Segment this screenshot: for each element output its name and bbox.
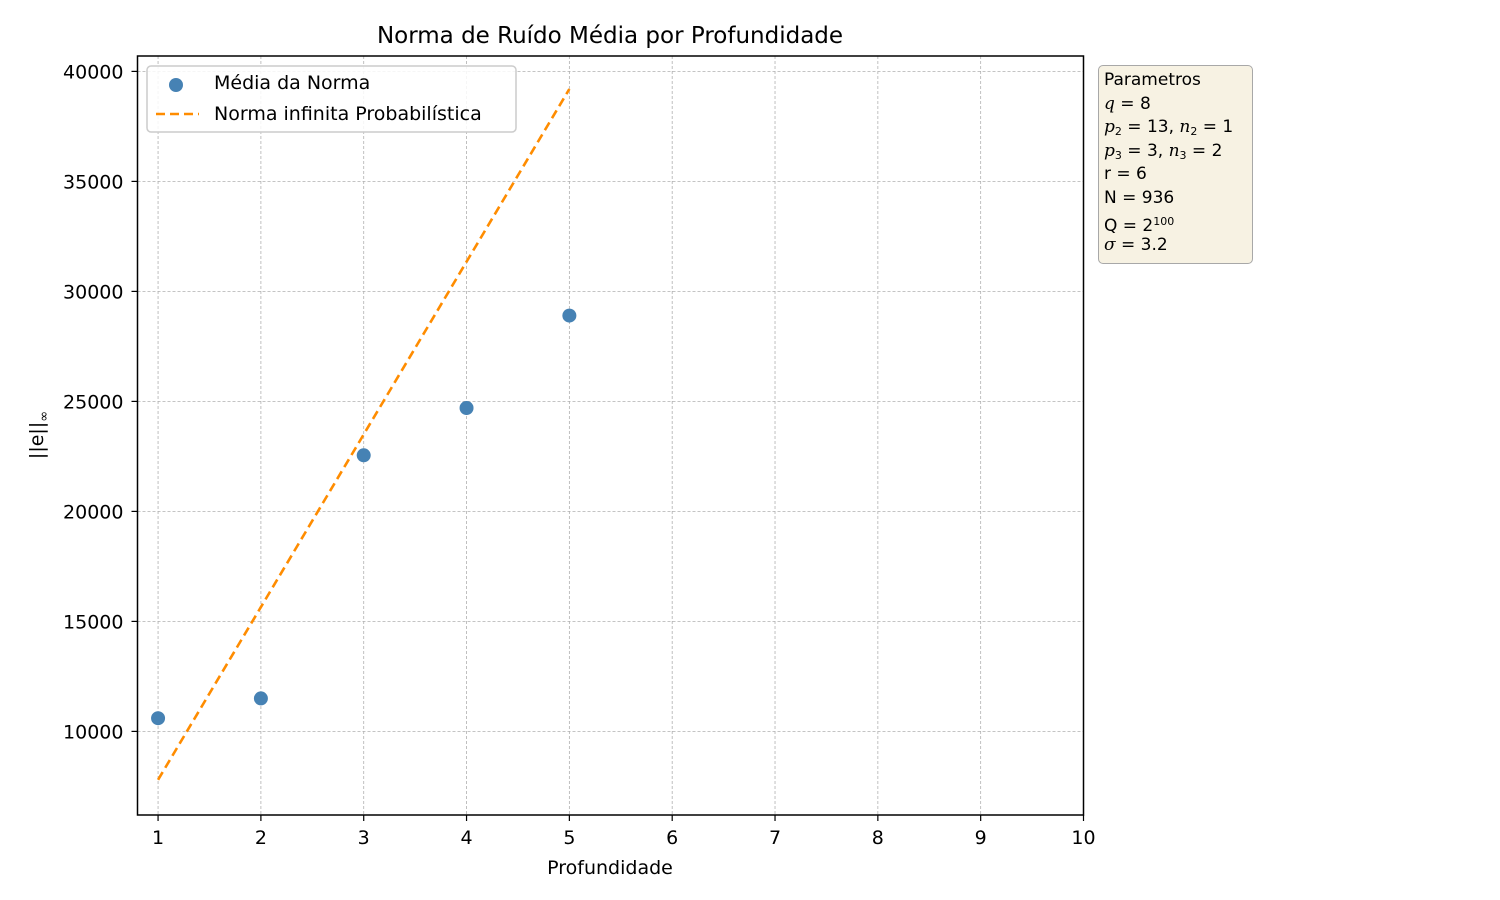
x-tick-label: 2 [255,827,267,849]
y-axis-label-sub: ∞ [37,411,52,422]
param-p2-n2: p2 = 13, n2 = 1 [1104,117,1234,138]
prob-norm-line [156,88,571,781]
legend-box [146,65,517,133]
x-tick-label: 9 [975,827,987,849]
legend-label-media: Média da Norma [214,72,370,94]
y-tick-label: 20000 [63,501,123,523]
svg-text:||e||∞: ||e||∞ [26,411,52,459]
y-tick-label: 40000 [63,61,123,83]
plot-frame [136,55,1085,816]
param-r: r = 6 [1104,164,1147,184]
legend: Média da Norma Norma infinita Probabilís… [146,65,517,133]
y-tick-label: 25000 [63,391,123,413]
x-tick-label: 8 [872,827,884,849]
mean-norm-point [151,711,166,726]
x-tick-label: 6 [666,827,678,849]
params-title: Parametros [1104,70,1201,90]
y-axis-label-base: ||e|| [26,422,48,459]
chart-title: Norma de Ruído Média por Profundidade [377,23,843,49]
y-axis-label: ||e||∞ [26,411,52,459]
grid-layer [137,56,1084,815]
x-tick-label: 7 [769,827,781,849]
param-N: N = 936 [1104,187,1175,208]
mean-norm-point [459,401,474,415]
param-Q: Q = 2100 [1104,215,1175,236]
x-tick-label: 3 [358,827,370,849]
legend-marker-media [169,78,183,92]
x-tick-label: 5 [563,827,575,849]
mean-norm-point [356,448,371,463]
y-tick-label: 35000 [63,171,123,193]
x-axis-label: Profundidade [547,857,673,879]
x-tick-label: 10 [1071,827,1095,849]
param-q: q = 8 [1104,93,1151,114]
parameters-box: Parametros q = 8 p2 = 13, n2 = 1 p3 = 3,… [1098,65,1253,264]
y-tick-label: 30000 [63,281,123,303]
y-tick-label: 15000 [63,611,123,633]
series-layer [151,88,577,781]
param-sigma: σ = 3.2 [1104,234,1168,255]
mean-norm-point [253,691,268,706]
tick-layer: 1 2 3 4 5 6 7 8 9 10 10000 15000 20000 25000 30000 3500… [63,61,1096,849]
x-tick-label: 4 [460,827,472,849]
x-tick-label: 1 [152,827,164,849]
param-p3-n3: p3 = 3, n3 = 2 [1104,140,1223,162]
y-tick-label: 10000 [63,721,123,743]
legend-label-prob: Norma infinita Probabilística [214,103,482,125]
mean-norm-point [562,308,577,323]
